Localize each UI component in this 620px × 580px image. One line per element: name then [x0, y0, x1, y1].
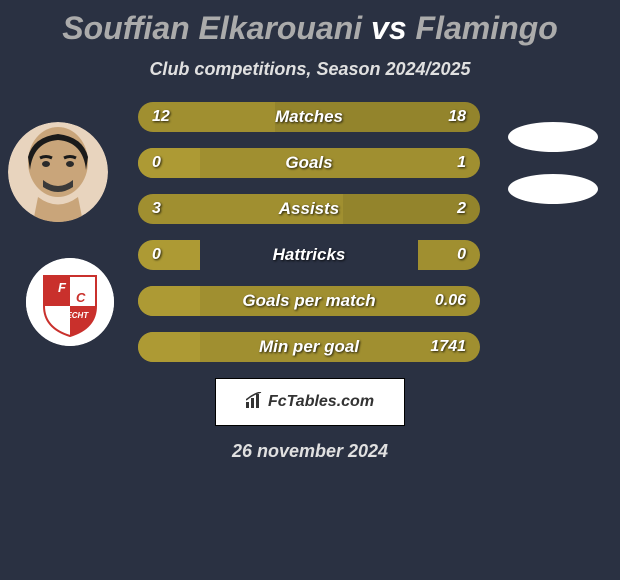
stat-label: Goals per match: [242, 286, 375, 316]
player-2-avatar-1: [508, 122, 598, 152]
club-badge: F C UTRECHT: [26, 258, 114, 346]
chart-icon: [246, 392, 264, 413]
stat-bar-left: [138, 148, 200, 178]
stat-row: Assists 3 2: [138, 194, 480, 224]
brand-text: FcTables.com: [268, 393, 374, 411]
stat-bar-right: [418, 240, 480, 270]
stat-value-right: 18: [448, 102, 466, 132]
stat-value-right: 0: [457, 240, 466, 270]
subtitle: Club competitions, Season 2024/2025: [0, 59, 620, 80]
footer-date: 26 november 2024: [0, 441, 620, 462]
stat-label: Matches: [275, 102, 343, 132]
player-1-avatar: [8, 122, 108, 222]
stat-value-right: 1: [457, 148, 466, 178]
player-1-name: Souffian Elkarouani: [62, 10, 362, 46]
stat-value-left: 3: [152, 194, 161, 224]
vs-text: vs: [371, 10, 407, 46]
stat-row: Goals 0 1: [138, 148, 480, 178]
player-2-name: Flamingo: [416, 10, 558, 46]
svg-text:C: C: [76, 290, 86, 305]
stat-bar-left: [138, 286, 200, 316]
stat-value-right: 1741: [430, 332, 466, 362]
stats-area: Matches1218Goals01Assists32Hattricks00Go…: [138, 102, 480, 362]
stat-label: Min per goal: [259, 332, 359, 362]
avatar-placeholder-icon: [8, 122, 108, 222]
stat-label: Hattricks: [273, 240, 346, 270]
stat-value-left: 12: [152, 102, 170, 132]
stat-value-left: 0: [152, 240, 161, 270]
brand-badge: FcTables.com: [215, 378, 405, 426]
stat-value-left: 0: [152, 148, 161, 178]
svg-text:UTRECHT: UTRECHT: [50, 311, 89, 320]
comparison-title: Souffian Elkarouani vs Flamingo: [0, 10, 620, 47]
stat-bar-left: [138, 240, 200, 270]
stat-row: Min per goal 1741: [138, 332, 480, 362]
svg-text:F: F: [58, 280, 67, 295]
stat-value-right: 0.06: [435, 286, 466, 316]
stat-label: Goals: [285, 148, 332, 178]
stat-bar-left: [138, 332, 200, 362]
stat-row: Hattricks 0 0: [138, 240, 480, 270]
club-badge-icon: F C UTRECHT: [26, 258, 114, 346]
stat-label: Assists: [279, 194, 339, 224]
stat-value-right: 2: [457, 194, 466, 224]
player-2-avatar-2: [508, 174, 598, 204]
stat-row: Matches 12 18: [138, 102, 480, 132]
stat-row: Goals per match 0.06: [138, 286, 480, 316]
